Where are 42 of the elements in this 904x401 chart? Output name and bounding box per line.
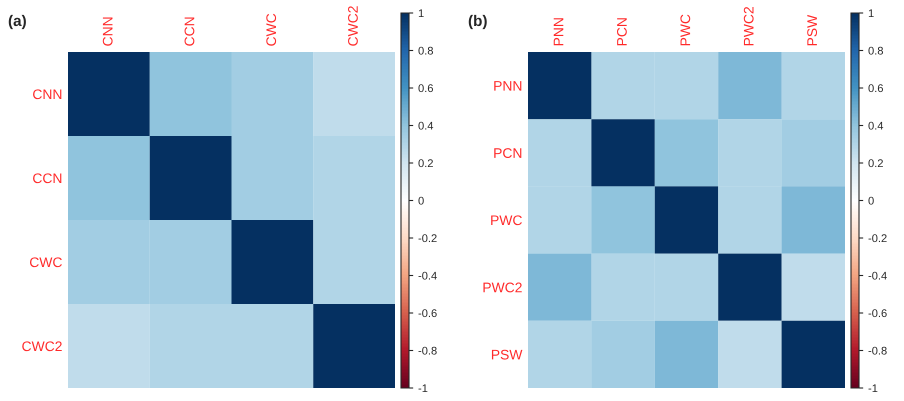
x-tick-label: CNN (102, 17, 113, 46)
color-bar-label: 1 (868, 9, 874, 18)
color-bar-label: 0.8 (418, 46, 433, 55)
color-bar-label: 1 (418, 9, 424, 18)
chart-title: (b) (468, 14, 487, 30)
color-bar-label: -0.8 (868, 346, 887, 355)
y-tick-label: CWC (30, 257, 62, 268)
y-tick-label: CWC2 (22, 341, 62, 352)
x-tick-label: PCN (616, 18, 627, 46)
color-bar-label: -0.8 (418, 346, 437, 355)
color-bar-label: -1 (418, 384, 428, 392)
x-tick-label: PNN (554, 18, 564, 46)
color-bar-label: 0 (418, 196, 424, 205)
color-bar-label: -0.2 (868, 234, 887, 242)
color-bar-label: 0 (868, 196, 874, 205)
x-tick-label: CWC (266, 14, 276, 46)
color-bar-label: 0.2 (418, 159, 433, 168)
x-tick-label: CCN (184, 17, 194, 46)
x-tick-label: PWC2 (744, 7, 754, 46)
color-bar-label: -0.4 (868, 272, 887, 280)
color-bar-label: -0.2 (418, 234, 437, 242)
y-tick-label: PSW (492, 350, 522, 360)
color-bar-label: 0.6 (868, 84, 883, 92)
x-tick-label: PWC (680, 14, 690, 46)
y-tick-label: CCN (33, 173, 62, 184)
y-tick-label: PCN (494, 148, 522, 158)
color-bar-label: 0.8 (868, 46, 883, 55)
color-bar-label: -0.6 (868, 309, 887, 318)
color-bar-label: 0.2 (868, 159, 883, 168)
color-bar-label: -0.6 (418, 309, 437, 318)
y-tick-label: PWC (491, 215, 522, 226)
x-tick-label: CWC2 (348, 6, 358, 46)
color-bar-label: 0.4 (418, 122, 434, 130)
color-bar-label: -0.4 (418, 272, 437, 280)
color-bar-label: -1 (868, 384, 878, 392)
chart-title: (a) (8, 14, 26, 30)
x-tick-label: PSW (807, 14, 818, 46)
color-bar-label: 0.4 (868, 122, 884, 130)
y-tick-label: PWC2 (483, 282, 522, 292)
y-tick-label: CNN (33, 89, 62, 100)
color-bar-label: 0.6 (418, 84, 433, 92)
y-tick-label: PNN (494, 81, 522, 91)
